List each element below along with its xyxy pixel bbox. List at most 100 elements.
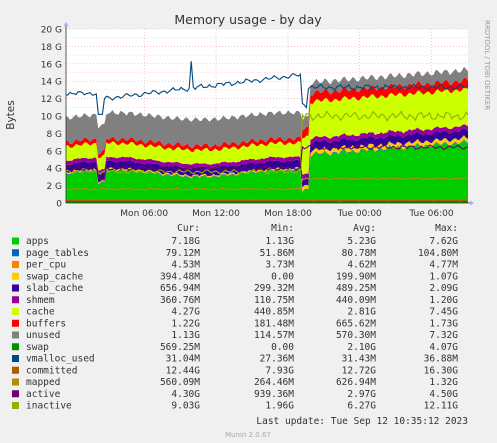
series-line-layer <box>65 61 469 201</box>
legend-value: 114.57M <box>254 330 294 341</box>
legend-value: 4.07G <box>429 342 458 353</box>
inactive-line <box>66 110 469 175</box>
stacked-area-layer <box>66 66 468 203</box>
legend-value: 1.13G <box>265 236 294 247</box>
legend-value: 939.36M <box>254 389 294 400</box>
legend-value: 7.93G <box>265 365 294 376</box>
x-tick-label: Tue 06:00 <box>408 209 453 219</box>
legend-header: Min: <box>271 223 294 234</box>
legend-value: 1.07G <box>429 271 458 282</box>
legend-series-name: active <box>26 389 61 400</box>
legend-value: 626.94M <box>336 377 376 388</box>
legend-value: 489.25M <box>336 283 376 294</box>
legend-series-name: shmem <box>26 295 55 306</box>
legend-value: 51.86M <box>260 248 295 259</box>
legend-swatch <box>12 272 19 280</box>
y-tick-label: 18 G <box>41 43 62 53</box>
last-update: Last update: Tue Sep 12 10:35:12 2023 <box>256 416 468 427</box>
legend-value: 4.53M <box>171 260 200 271</box>
legend-swatch <box>12 261 19 268</box>
legend-swatch <box>12 366 19 374</box>
y-axis-arrow <box>63 22 69 26</box>
y-tick-label: 14 G <box>41 78 62 88</box>
legend-swatch <box>12 402 19 409</box>
legend-value: 394.48M <box>160 271 200 282</box>
legend-value: 656.94M <box>160 283 200 294</box>
legend-value: 181.48M <box>254 318 294 329</box>
legend-series-name: per_cpu <box>26 260 66 271</box>
legend-value: 2.81G <box>347 307 376 318</box>
legend-value: 4.27G <box>171 307 200 318</box>
legend-value: 80.78M <box>342 248 377 259</box>
legend-series-name: unused <box>26 330 60 341</box>
legend-series-name: mapped <box>26 377 60 388</box>
y-tick-label: 0 <box>56 200 62 210</box>
legend-value: 2.97G <box>347 389 376 400</box>
chart-title: Memory usage - by day <box>174 12 322 27</box>
legend-value: 7.32G <box>429 330 458 341</box>
legend-value: 16.30G <box>424 365 459 376</box>
legend-value: 2.09G <box>429 283 458 294</box>
legend-value: 4.50G <box>429 389 458 400</box>
x-tick-label: Mon 18:00 <box>264 209 312 219</box>
legend-value: 4.77M <box>429 260 458 271</box>
legend-value: 264.46M <box>254 377 294 388</box>
legend-value: 79.12M <box>166 248 201 259</box>
legend-series-name: apps <box>26 236 49 247</box>
legend-value: 569.25M <box>160 342 200 353</box>
legend-swatch <box>12 343 19 351</box>
buffers-area <box>66 77 468 159</box>
legend-series-name: committed <box>26 365 77 376</box>
swap-cache-area <box>66 135 468 192</box>
rrdtool-side-label: RRDTOOL / TOBI OETIKER <box>483 20 491 110</box>
legend-value: 560.09M <box>160 377 200 388</box>
legend-swatch <box>12 284 19 292</box>
legend-value: 12.72G <box>342 365 377 376</box>
shmem-area <box>66 124 468 179</box>
active-line <box>65 144 469 181</box>
y-tick-label: 6 G <box>46 147 62 157</box>
legend-value: 1.20G <box>429 295 458 306</box>
legend-swatch <box>12 308 19 315</box>
legend-value: 7.45G <box>429 307 458 318</box>
legend-value: 440.09M <box>336 295 376 306</box>
y-tick-label: 8 G <box>46 130 62 140</box>
legend-value: 4.30G <box>171 389 200 400</box>
y-tick-label: 10 G <box>41 113 62 123</box>
legend-value: 299.32M <box>254 283 294 294</box>
legend-swatch <box>12 390 19 398</box>
legend-value: 360.76M <box>160 295 200 306</box>
legend-value: 1.32G <box>429 377 458 388</box>
cache-area <box>66 86 468 175</box>
legend-value: 1.13G <box>171 330 200 341</box>
legend-value: 2.10G <box>347 342 376 353</box>
legend-header: Avg: <box>353 223 376 234</box>
mapped-line <box>65 176 469 191</box>
legend-value: 199.90M <box>336 271 376 282</box>
legend-series-name: swap <box>26 342 49 353</box>
legend-value: 7.18G <box>171 236 200 247</box>
legend-swatch <box>12 378 19 386</box>
y-axis-label: Bytes <box>5 100 17 129</box>
legend-value: 9.03G <box>171 401 200 412</box>
legend-series-name: buffers <box>26 318 66 329</box>
legend-series-name: slab_cache <box>26 283 83 294</box>
x-axis-arrow <box>470 200 474 206</box>
legend-value: 12.44G <box>166 365 201 376</box>
legend-value: 31.43M <box>342 354 377 365</box>
committed-line <box>66 61 469 115</box>
legend-swatch <box>12 296 19 304</box>
legend-series-name: page_tables <box>26 248 89 259</box>
legend-header: Cur: <box>177 223 200 234</box>
legend-value: 6.27G <box>347 401 376 412</box>
legend-series-name: cache <box>26 307 55 318</box>
legend-swatch <box>12 237 19 245</box>
legend-value: 104.80M <box>418 248 458 259</box>
x-tick-label: Tue 00:00 <box>337 209 382 219</box>
legend-series-name: swap_cache <box>26 271 83 282</box>
y-tick-label: 20 G <box>41 26 62 36</box>
legend-value: 31.04M <box>166 354 201 365</box>
legend-value: 0.00 <box>271 342 294 353</box>
legend-value: 1.96G <box>265 401 294 412</box>
